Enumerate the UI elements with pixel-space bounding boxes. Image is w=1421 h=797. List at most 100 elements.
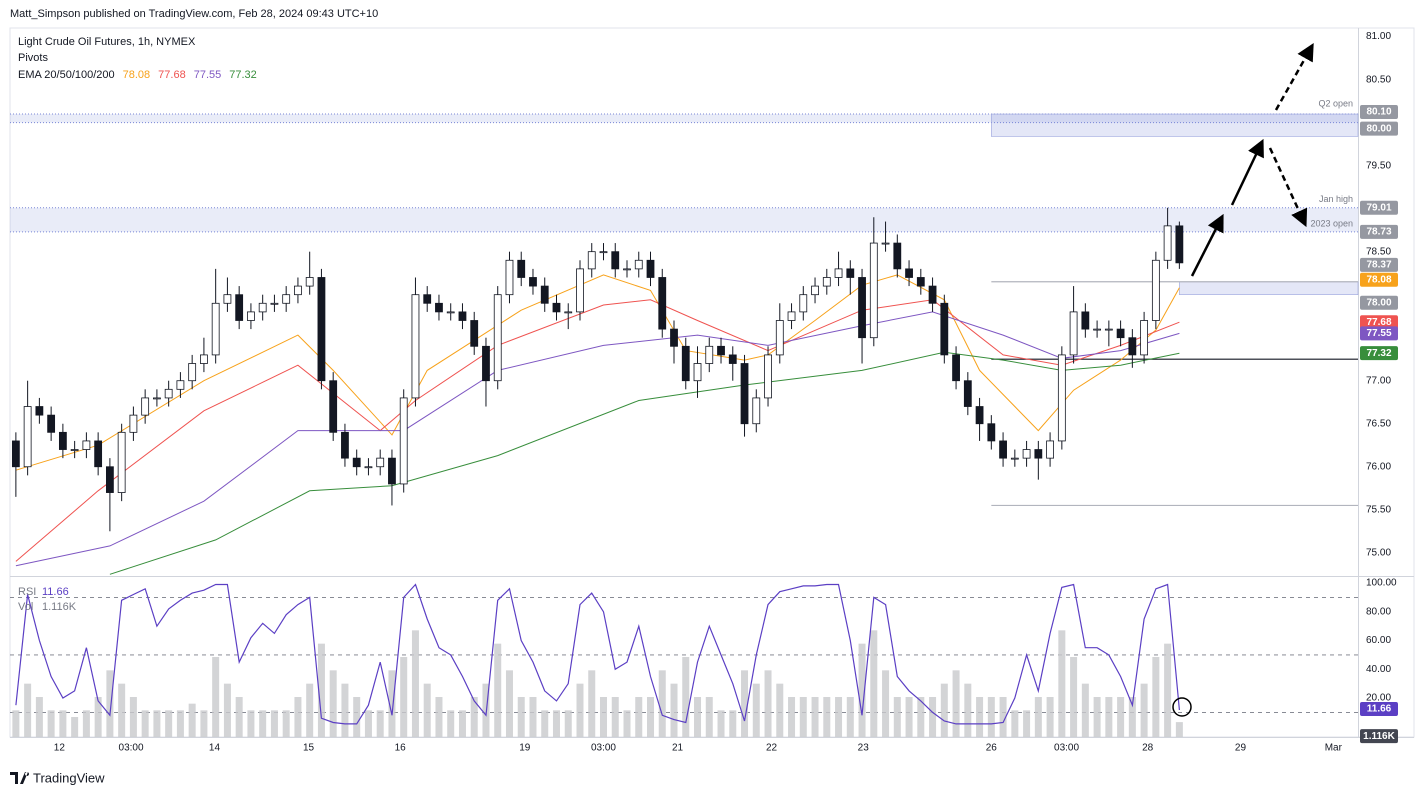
volume-bar — [282, 710, 290, 737]
candle-body — [1081, 311, 1090, 330]
volume-bar — [329, 670, 337, 737]
volume-bar — [599, 697, 607, 737]
ema-line — [15, 299, 1180, 562]
legend-value: 77.68 — [158, 69, 186, 81]
volume-bar — [764, 670, 772, 737]
volume-bar — [212, 657, 220, 737]
candle-body — [411, 294, 420, 399]
volume-bar — [529, 697, 537, 737]
volume-bar — [447, 710, 455, 737]
candle-body — [1022, 449, 1031, 459]
arrow — [1230, 138, 1264, 206]
candle-body — [764, 354, 772, 399]
volume-bar — [235, 697, 243, 737]
y-tick-label: 76.50 — [1366, 418, 1391, 429]
candle-body — [799, 294, 808, 313]
volume-bar — [893, 697, 901, 737]
volume-bar — [1093, 697, 1101, 737]
volume-bar — [411, 630, 419, 737]
candle-body — [1128, 337, 1137, 356]
y-tick-label: 77.00 — [1366, 375, 1391, 386]
volume-bar — [47, 710, 55, 737]
price-badge-label: 77.32 — [1366, 348, 1391, 359]
zone — [10, 114, 1358, 123]
candle-body — [623, 268, 631, 271]
candle-body — [470, 320, 479, 347]
volume-bar — [576, 683, 584, 737]
y-tick-label: 75.50 — [1366, 504, 1391, 515]
candle-body — [999, 440, 1007, 459]
x-tick-label: 23 — [858, 743, 870, 754]
candle-body — [270, 302, 279, 305]
x-tick-label: 28 — [1142, 743, 1154, 754]
volume-bar — [835, 697, 843, 737]
candle-body — [399, 397, 408, 485]
chart-subtitle: Pivots — [18, 52, 48, 64]
candle-body — [975, 406, 984, 425]
candle-body — [834, 268, 843, 278]
ema-line — [15, 274, 1180, 471]
arrow — [1268, 147, 1308, 228]
volume-bar — [118, 683, 126, 737]
volume-bar — [811, 697, 819, 737]
indicator-label: EMA 20/50/100/200 — [18, 69, 115, 81]
volume-bar — [35, 697, 43, 737]
volume-bar — [188, 703, 196, 737]
volume-bar — [741, 670, 749, 737]
volume-bar — [376, 710, 384, 737]
x-tick-label: 03:00 — [591, 743, 616, 754]
legend-value: 78.08 — [123, 69, 151, 81]
volume-bar — [82, 710, 90, 737]
candle-body — [717, 345, 725, 356]
price-badge — [1360, 729, 1398, 744]
candle-body — [916, 277, 925, 287]
candle-body — [681, 345, 690, 382]
candle-body — [47, 414, 56, 433]
candle-body — [247, 311, 255, 321]
candle-body — [364, 466, 373, 469]
x-tick-label: 12 — [54, 743, 66, 754]
volume-bar — [682, 657, 690, 737]
candle-body — [1151, 259, 1160, 321]
volume-bar — [670, 683, 678, 737]
volume-bar — [694, 697, 702, 737]
candle-body — [376, 457, 385, 468]
volume-bar — [776, 683, 784, 737]
volume-bar — [658, 670, 666, 737]
volume-bar — [494, 643, 502, 737]
price-badge — [1360, 295, 1398, 310]
price-badge — [1360, 105, 1398, 120]
price-badge — [1360, 200, 1398, 215]
candle-body — [611, 251, 620, 270]
candle-body — [1057, 354, 1066, 442]
candle-body — [846, 268, 855, 278]
candle-body — [599, 251, 608, 254]
volume-bar — [165, 710, 173, 737]
price-badge — [1360, 315, 1398, 330]
volume-bar — [705, 697, 713, 737]
volume-bar — [1128, 697, 1136, 737]
candle-body — [670, 328, 678, 347]
volume-bar — [129, 697, 137, 737]
volume-bar — [799, 697, 807, 737]
rsi-tick-label: 40.00 — [1366, 664, 1391, 675]
candle-body — [35, 406, 44, 416]
candle-body — [858, 277, 866, 339]
volume-bar — [71, 717, 79, 737]
candle-body — [822, 277, 831, 287]
volume-legend-name: Vol — [18, 601, 33, 613]
volume-bar — [223, 683, 231, 737]
candle-body — [552, 302, 561, 313]
candle-body — [540, 285, 549, 304]
arrow — [1274, 42, 1314, 111]
x-tick-label: 15 — [303, 743, 315, 754]
volume-bar — [999, 697, 1007, 737]
candle-body — [1116, 328, 1125, 339]
candle-body — [940, 302, 949, 356]
candle-body — [1104, 328, 1113, 331]
y-tick-label: 81.00 — [1366, 31, 1391, 42]
volume-bar — [1081, 683, 1089, 737]
price-badge — [1360, 326, 1398, 341]
volume-bar — [823, 697, 831, 737]
